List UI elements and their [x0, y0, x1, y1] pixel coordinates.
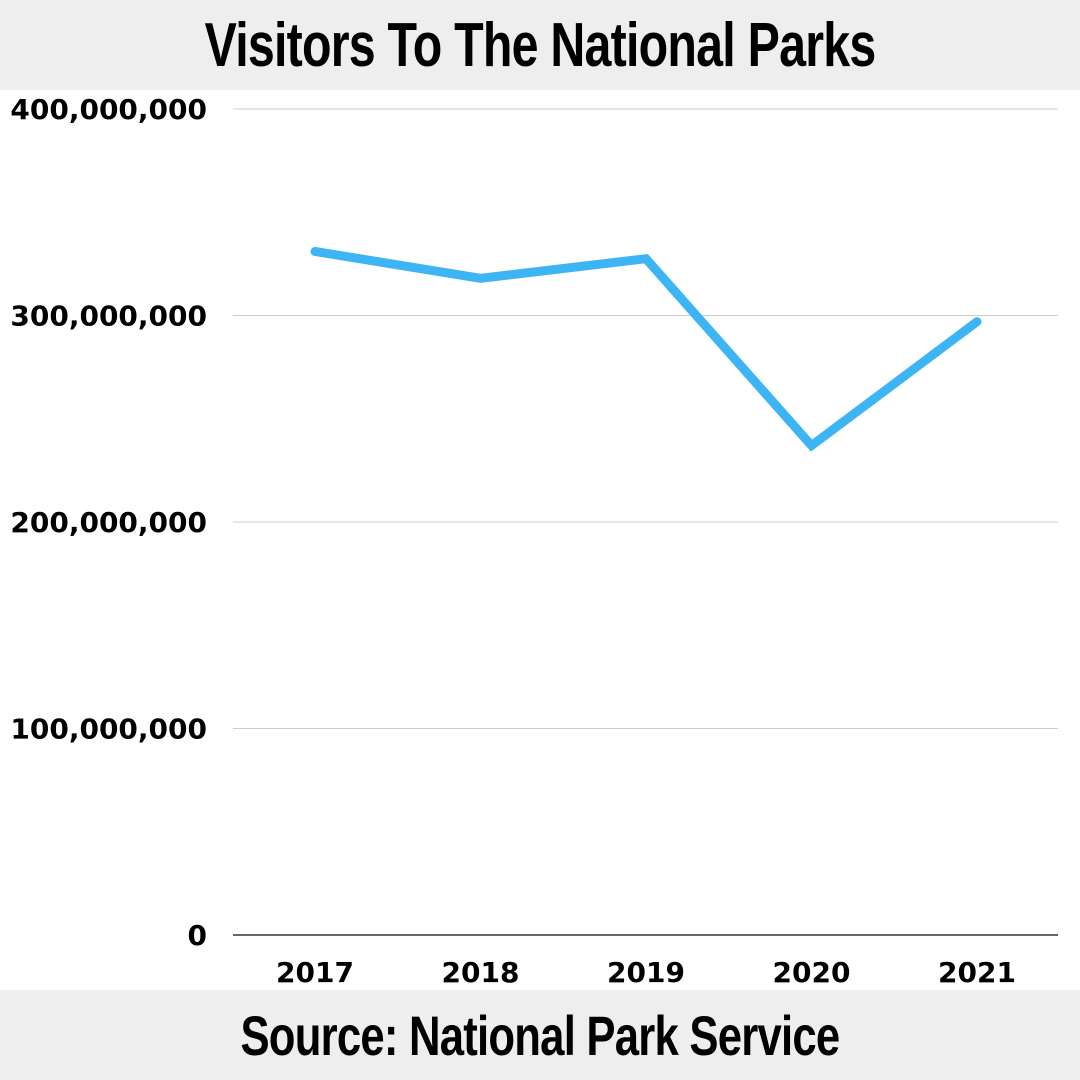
x-tick-label: 2020: [773, 956, 851, 989]
footer-bar: Source: National Park Service: [0, 990, 1080, 1080]
title-bar: Visitors To The National Parks: [0, 0, 1080, 90]
line-chart: 0 100,000,000 200,000,000 300,000,000 400,00…: [10, 93, 1058, 989]
x-tick-label: 2019: [607, 956, 685, 989]
chart-title: Visitors To The National Parks: [204, 10, 877, 80]
chart-area: 0 100,000,000 200,000,000 300,000,000 400,00…: [0, 90, 1080, 990]
y-tick-label: 100,000,000: [10, 713, 207, 746]
y-tick-label: 200,000,000: [10, 506, 207, 539]
source-note: Source: National Park Service: [240, 1003, 841, 1067]
x-tick-label: 2018: [442, 956, 520, 989]
series-line: [310, 246, 982, 452]
y-tick-label: 0: [188, 919, 207, 952]
y-tick-label: 400,000,000: [10, 93, 207, 126]
x-tick-label: 2021: [938, 956, 1016, 989]
y-tick-label: 300,000,000: [10, 300, 207, 333]
x-tick-label: 2017: [276, 956, 354, 989]
